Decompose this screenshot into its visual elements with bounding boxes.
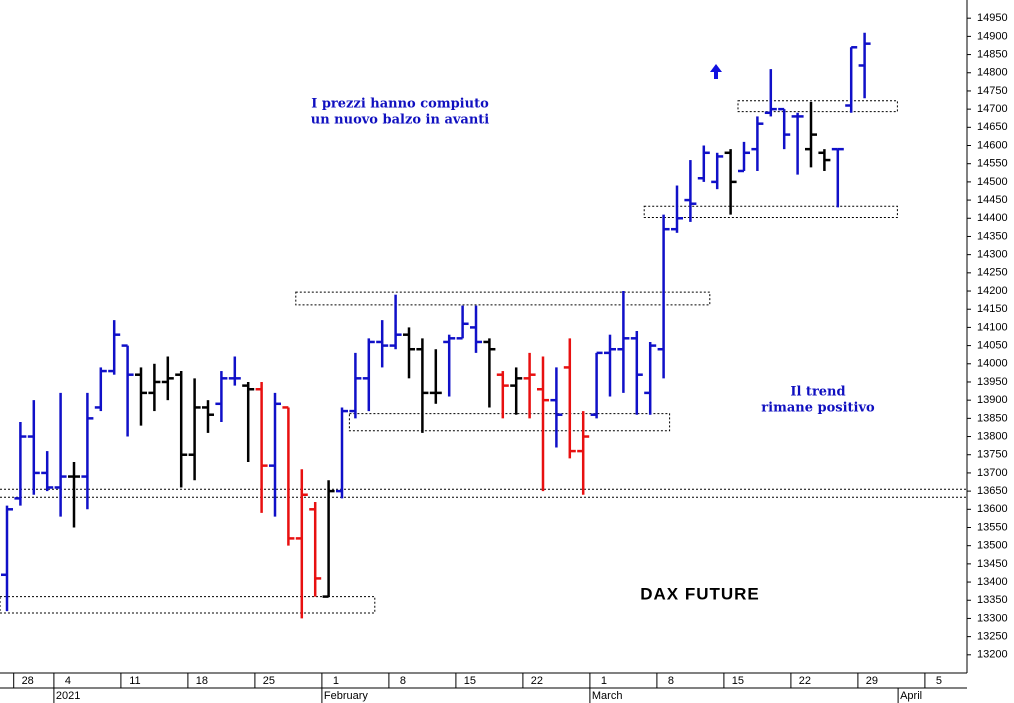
annotation: rimane positivo <box>761 401 875 416</box>
y-tick-label: 14900 <box>977 30 1008 42</box>
month-label: 2021 <box>56 690 80 702</box>
y-tick-label: 13250 <box>977 631 1008 643</box>
y-tick-label: 14250 <box>977 267 1008 279</box>
y-tick-label: 14750 <box>977 85 1008 97</box>
zone <box>737 100 898 113</box>
zone <box>348 413 671 432</box>
y-tick-label: 14000 <box>977 358 1008 370</box>
x-tick-label: 5 <box>936 675 942 687</box>
y-tick-label: 13700 <box>977 467 1008 479</box>
month-label: February <box>324 690 369 702</box>
y-tick-label: 13800 <box>977 430 1008 442</box>
x-tick-label: 29 <box>866 675 878 687</box>
y-tick-label: 13550 <box>977 521 1008 533</box>
y-tick-label: 14950 <box>977 12 1008 24</box>
x-tick-label: 15 <box>732 675 744 687</box>
y-tick-label: 14050 <box>977 340 1008 352</box>
arrow-up <box>710 64 722 79</box>
y-tick-label: 14500 <box>977 176 1008 188</box>
y-tick-label: 13350 <box>977 594 1008 606</box>
x-tick-label: 8 <box>668 675 674 687</box>
y-tick-label: 14450 <box>977 194 1008 206</box>
y-tick-label: 13200 <box>977 649 1008 661</box>
annotation: I prezzi hanno compiuto <box>311 97 489 112</box>
x-tick-label: 25 <box>263 675 275 687</box>
y-tick-label: 13300 <box>977 612 1008 624</box>
y-tick-label: 14200 <box>977 285 1008 297</box>
y-tick-label: 13600 <box>977 503 1008 515</box>
y-tick-label: 14600 <box>977 139 1008 151</box>
y-tick-label: 14150 <box>977 303 1008 315</box>
x-tick-label: 8 <box>400 675 406 687</box>
month-label: April <box>900 690 922 702</box>
y-tick-label: 14650 <box>977 121 1008 133</box>
y-tick-label: 14300 <box>977 249 1008 261</box>
y-tick-label: 13400 <box>977 576 1008 588</box>
x-tick-label: 11 <box>129 675 140 687</box>
x-tick-label: 22 <box>799 675 811 687</box>
y-tick-label: 14350 <box>977 230 1008 242</box>
x-tick-label: 1 <box>601 675 607 687</box>
x-tick-label: 18 <box>196 675 208 687</box>
x-tick-label: 28 <box>22 675 34 687</box>
annotation: un nuovo balzo in avanti <box>311 113 490 128</box>
y-tick-label: 14850 <box>977 48 1008 60</box>
month-label: March <box>592 690 623 702</box>
x-tick-label: 4 <box>65 675 71 687</box>
y-tick-label: 13500 <box>977 540 1008 552</box>
y-tick-label: 13850 <box>977 412 1008 424</box>
y-tick-label: 13650 <box>977 485 1008 497</box>
y-tick-label: 13950 <box>977 376 1008 388</box>
chart-title: DAX FUTURE <box>640 584 760 603</box>
y-tick-label: 13900 <box>977 394 1008 406</box>
y-tick-label: 14700 <box>977 103 1008 115</box>
y-tick-label: 14400 <box>977 212 1008 224</box>
y-tick-label: 14800 <box>977 67 1008 79</box>
zone <box>295 291 711 306</box>
y-tick-label: 13750 <box>977 449 1008 461</box>
y-tick-label: 14100 <box>977 321 1008 333</box>
x-tick-label: 15 <box>464 675 476 687</box>
x-tick-label: 22 <box>531 675 543 687</box>
x-tick-label: 1 <box>333 675 339 687</box>
y-tick-label: 13450 <box>977 558 1008 570</box>
annotation: Il trend <box>790 385 845 400</box>
y-tick-label: 14550 <box>977 158 1008 170</box>
